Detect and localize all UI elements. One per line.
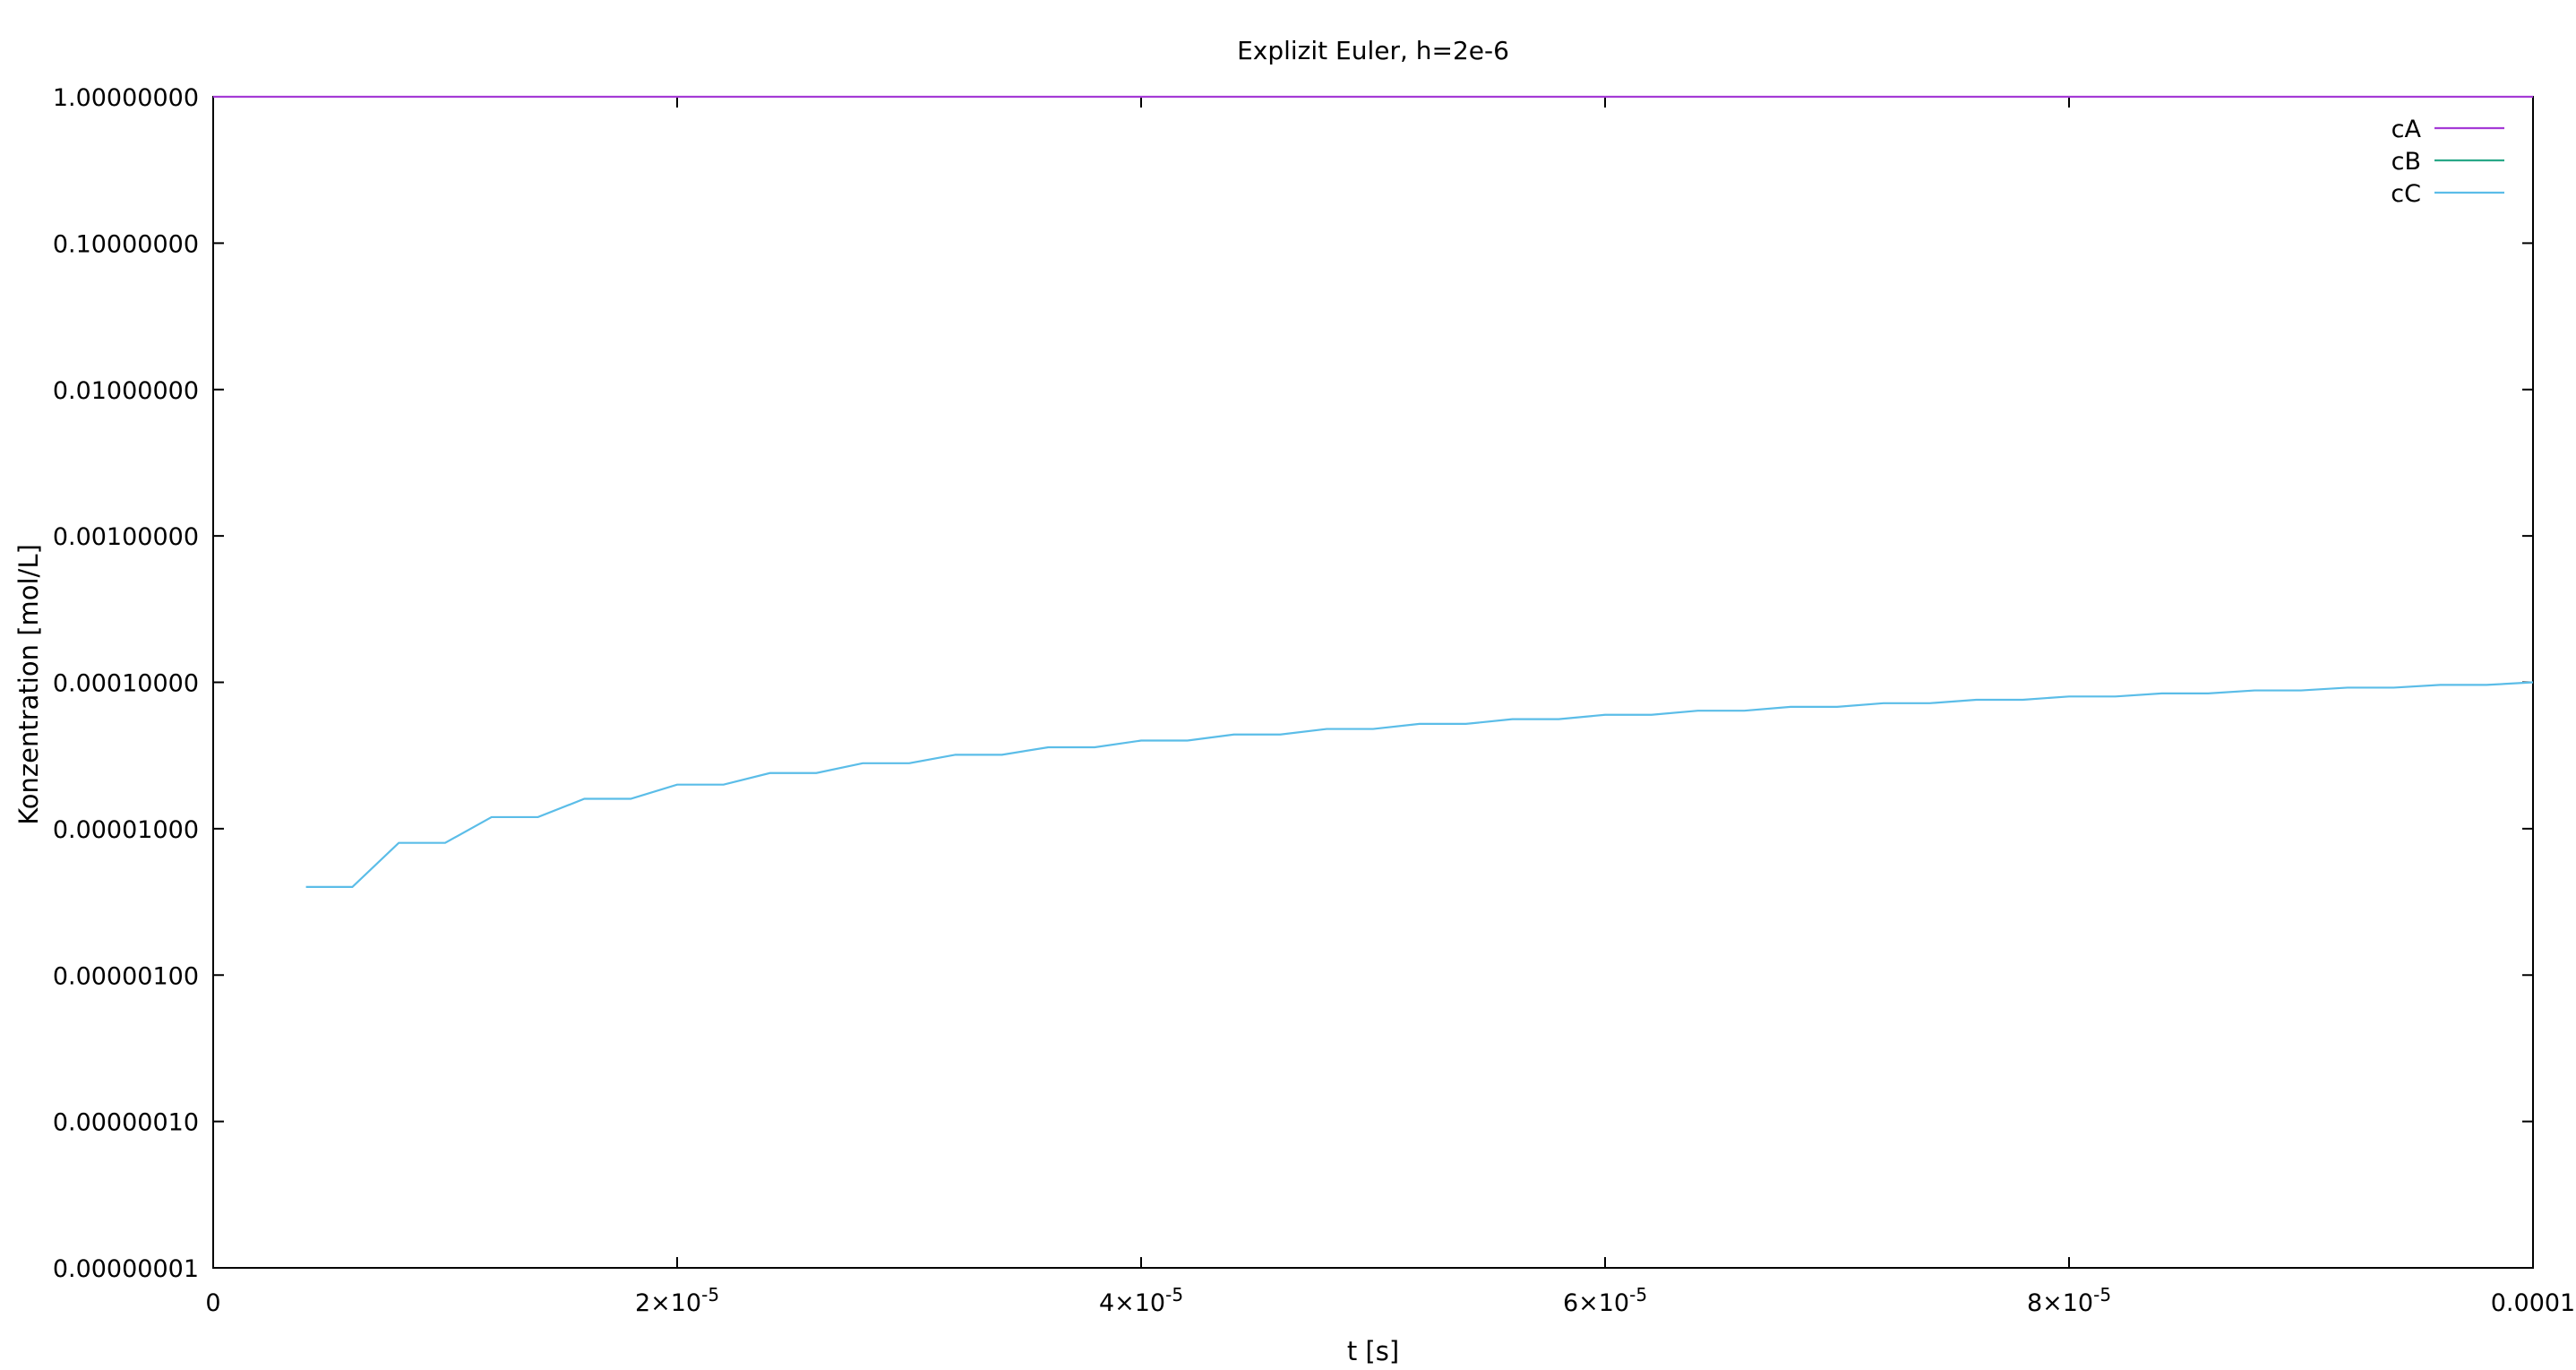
x-tick-label: 6×10-5 (1563, 1284, 1647, 1317)
series-layer (213, 95, 2534, 888)
y-tick-label: 0.01000000 (53, 377, 199, 405)
y-tick-label: 0.00000100 (53, 962, 199, 990)
legend-label: cC (2391, 180, 2421, 208)
legend-label: cB (2391, 148, 2421, 176)
x-axis: 0 2×10-5 4×10-5 6×10-5 8×10-5 0.0001 (205, 97, 2575, 1317)
legend-label: cA (2391, 116, 2422, 143)
y-axis-title: Konzentration [mol/L] (13, 544, 44, 825)
chart-title: Explizit Euler, h=2e-6 (1237, 36, 1509, 65)
y-tick-label: 0.00100000 (53, 523, 199, 551)
x-tick-label: 8×10-5 (2027, 1284, 2111, 1317)
x-axis-title: t [s] (1347, 1336, 1399, 1366)
y-axis: 1.00000000 0.10000000 0.01000000 0.00100000… (53, 84, 2533, 1283)
x-tick-label: 2×10-5 (635, 1284, 719, 1317)
x-tick-label: 0.0001 (2491, 1289, 2575, 1317)
y-tick-label: 0.00000001 (53, 1255, 199, 1283)
plot-frame (212, 96, 2534, 1269)
y-tick-label: 0.00001000 (53, 816, 199, 844)
y-tick-label: 0.00000010 (53, 1109, 199, 1137)
plot-area (212, 96, 2534, 1269)
y-tick-label: 1.00000000 (53, 84, 199, 112)
y-tick-label: 0.00010000 (53, 670, 199, 698)
x-tick-label: 4×10-5 (1099, 1284, 1183, 1317)
y-tick-label: 0.10000000 (53, 230, 199, 258)
x-tick-label: 0 (205, 1289, 220, 1317)
legend: cA cB cC (2391, 116, 2504, 208)
series-line-cC (305, 681, 2534, 888)
